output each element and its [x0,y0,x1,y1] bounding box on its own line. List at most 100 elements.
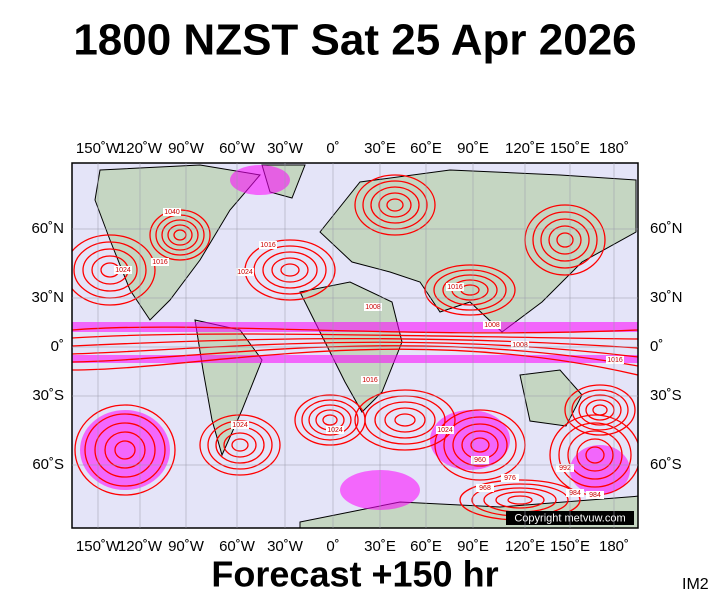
isobar-label-bg [151,258,169,266]
isobar [578,394,622,426]
isobar [308,404,352,436]
isobar [470,437,490,453]
isobar [384,407,426,433]
lon-label-top: 120˚W [118,140,163,157]
lat-label-right: 0˚ [650,338,663,355]
isobar [585,446,605,464]
isobar [558,422,632,488]
isobar [271,257,309,283]
isobar [548,225,582,255]
lon-label-top: 150˚E [550,140,590,157]
isobar-label-bg [556,464,574,472]
isobar-label: 984 [589,492,601,499]
isobar-label-bg [483,321,501,329]
isobar [571,389,629,431]
precip-area [80,410,170,490]
isobar [199,414,281,476]
isobar [592,404,608,416]
isobar-label-bg [364,303,382,311]
isobar [374,401,436,439]
lon-label-top: 120˚E [505,140,545,157]
isobar [231,438,249,452]
isobar [72,337,638,349]
lat-label-right: 60˚S [650,456,682,473]
lon-label-bottom: 180˚ [599,538,629,555]
isobar-label-bg [231,421,249,429]
isobar-label: 960 [474,457,486,464]
lat-label-left: 30˚N [31,289,64,306]
isobar-label: 1008 [512,342,528,349]
isobar [576,438,614,472]
isobar [161,219,199,251]
isobar [72,234,156,306]
lon-label-bottom: 150˚E [550,538,590,555]
lat-label-left: 60˚N [31,220,64,237]
isobar [294,394,366,446]
lat-label-left: 30˚S [32,387,64,404]
isobar-label: 1008 [484,322,500,329]
isobar [564,384,636,436]
title: 1800 NZST Sat 25 Apr 2026 [73,16,636,65]
lon-label-bottom: 60˚E [410,538,442,555]
isobar-label-bg [361,376,379,384]
lon-label-bottom: 120˚E [505,538,545,555]
isobar-label: 968 [479,485,491,492]
lon-label-bottom: 150˚W [76,538,121,555]
isobar [114,440,136,460]
lat-label-right: 30˚S [650,387,682,404]
precip-band [72,322,638,332]
isobar-label: 1024 [327,427,343,434]
isobar [94,422,156,478]
isobar [442,274,498,306]
lon-label-bottom: 30˚E [364,538,396,555]
footer: Forecast +150 hr [211,554,498,595]
isobar [507,495,533,505]
isobar-label-bg [236,268,254,276]
isobar [72,345,638,367]
isobar [280,263,300,277]
isobar-label-bg [446,283,464,291]
lon-label-bottom: 60˚W [219,538,256,555]
isobar [322,414,338,426]
lon-label-top: 150˚W [76,140,121,157]
lon-label-bottom: 120˚W [118,538,163,555]
isobar [495,491,545,509]
lon-label-bottom: 0˚ [326,538,339,555]
isobar [354,389,456,451]
isobar [72,326,638,334]
isobar-label-bg [606,356,624,364]
isobar [262,251,318,289]
isobar-label-bg [471,456,489,464]
isobar [567,430,623,480]
isobar [104,431,146,469]
isobar-label-bg [511,341,529,349]
isobar [556,232,574,248]
precip-band [72,355,638,363]
isobar-label: 1024 [437,427,453,434]
isobar [378,192,412,218]
isobar [72,333,638,340]
isobar [540,218,590,262]
isobar-label: 992 [559,465,571,472]
isobar [394,413,416,427]
isobar [354,174,436,236]
lon-label-top: 180˚ [599,140,629,157]
isobar [74,404,176,496]
isobar-labels: 1040 1024 1016 1024 1016 1008 1016 1008 1016 1024… [114,208,624,499]
isobar-label-bg [436,426,454,434]
isobar [72,341,638,358]
isobar-label: 1016 [607,357,623,364]
lon-label-bottom: 90˚W [168,538,205,555]
isobar-label-bg [259,241,277,249]
isobar-label: 1024 [232,422,248,429]
isobar-label-bg [586,491,604,499]
map-frame [71,162,639,529]
isobar-label-bg [326,426,344,434]
isobar-label-bg [163,208,181,216]
isobar [452,423,508,467]
lon-label-top: 60˚W [219,140,256,157]
lon-label-top: 60˚E [410,140,442,157]
isobar [433,269,507,311]
lon-label-top: 0˚ [326,140,339,157]
